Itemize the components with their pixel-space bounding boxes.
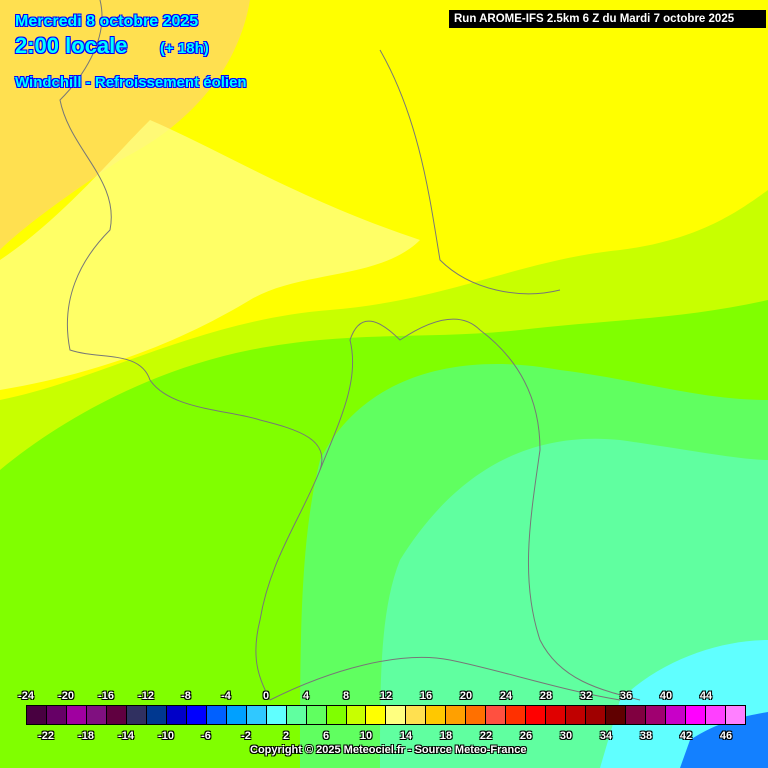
legend-tick-label: 0 — [262, 690, 270, 702]
legend-tick-label: -14 — [118, 730, 134, 742]
legend-color-box — [186, 706, 207, 724]
forecast-date: Mercredi 8 octobre 2025 — [15, 13, 199, 30]
legend-tick-label: 28 — [539, 690, 553, 702]
legend-tick-label: 42 — [679, 730, 693, 742]
legend-tick-label: 6 — [322, 730, 330, 742]
legend-color-box — [326, 706, 347, 724]
legend-color-box — [646, 706, 666, 724]
legend-color-box — [725, 706, 745, 724]
legend-color-box — [446, 706, 467, 724]
legend-color-box — [266, 706, 287, 724]
legend-color-box — [126, 706, 147, 724]
legend-color-box — [166, 706, 187, 724]
legend-tick-label: 46 — [719, 730, 733, 742]
legend-tick-label: 36 — [619, 690, 633, 702]
legend-tick-label: -6 — [201, 730, 211, 742]
legend-color-box — [86, 706, 107, 724]
legend-color-box — [626, 706, 647, 724]
legend-tick-label: 8 — [342, 690, 350, 702]
legend-tick-label: 18 — [439, 730, 453, 742]
legend-tick-label: -10 — [158, 730, 174, 742]
legend-color-box — [366, 706, 387, 724]
legend-tick-label: -20 — [58, 690, 74, 702]
legend-color-box — [486, 706, 507, 724]
legend-tick-label: -12 — [138, 690, 154, 702]
legend-color-box — [246, 706, 267, 724]
legend-color-box — [386, 706, 407, 724]
parameter-title: Windchill - Refroissement éolien — [15, 74, 247, 91]
legend-tick-label: -16 — [98, 690, 114, 702]
legend-tick-label: 34 — [599, 730, 613, 742]
legend-color-box — [705, 706, 726, 724]
legend-color-box — [606, 706, 627, 724]
legend-color-box — [566, 706, 587, 724]
legend-color-box — [306, 706, 327, 724]
legend-tick-label: 14 — [399, 730, 413, 742]
legend-tick-label: -4 — [221, 690, 231, 702]
legend-tick-label: 40 — [659, 690, 673, 702]
legend-color-box — [526, 706, 547, 724]
copyright: Copyright © 2025 Meteociel.fr - Source M… — [250, 744, 527, 756]
legend-color-box — [146, 706, 167, 724]
legend-tick-label: 22 — [479, 730, 493, 742]
country-borders — [59, 0, 641, 701]
legend-color-box — [406, 706, 427, 724]
legend-color-box — [346, 706, 367, 724]
legend-tick-label: 44 — [699, 690, 713, 702]
legend-tick-label: -22 — [38, 730, 54, 742]
legend-tick-label: 16 — [419, 690, 433, 702]
legend-color-box — [586, 706, 607, 724]
legend-tick-label: 20 — [459, 690, 473, 702]
legend-color-box — [546, 706, 567, 724]
region-blue — [680, 712, 768, 768]
legend-color-box — [286, 706, 307, 724]
model-run-label: Run AROME-IFS 2.5km 6 Z du Mardi 7 octob… — [449, 10, 766, 28]
forecast-time: 2:00 locale — [15, 33, 128, 58]
legend-color-box — [106, 706, 127, 724]
forecast-lead-time: (+ 18h) — [160, 40, 209, 57]
legend-tick-label: 24 — [499, 690, 513, 702]
legend-tick-label: 26 — [519, 730, 533, 742]
legend-tick-label: 32 — [579, 690, 593, 702]
legend-tick-label: -8 — [181, 690, 191, 702]
legend-color-box — [506, 706, 527, 724]
legend-color-box — [426, 706, 447, 724]
legend-tick-label: 12 — [379, 690, 393, 702]
legend-tick-label: -18 — [78, 730, 94, 742]
legend-tick-label: -2 — [241, 730, 251, 742]
legend-color-box — [685, 706, 706, 724]
legend-tick-label: 2 — [282, 730, 290, 742]
legend-color-box — [206, 706, 227, 724]
legend-tick-label: 10 — [359, 730, 373, 742]
legend-tick-label: 30 — [559, 730, 573, 742]
legend-color-box — [226, 706, 247, 724]
region-cool-orange — [0, 0, 250, 250]
legend-color-box — [27, 706, 47, 724]
legend-color-bar — [26, 705, 746, 725]
legend-tick-label: 38 — [639, 730, 653, 742]
legend-color-box — [66, 706, 87, 724]
legend-color-box — [46, 706, 67, 724]
legend-color-box — [466, 706, 487, 724]
legend-color-box — [666, 706, 686, 724]
legend-tick-label: 4 — [302, 690, 310, 702]
legend-tick-label: -24 — [18, 690, 34, 702]
